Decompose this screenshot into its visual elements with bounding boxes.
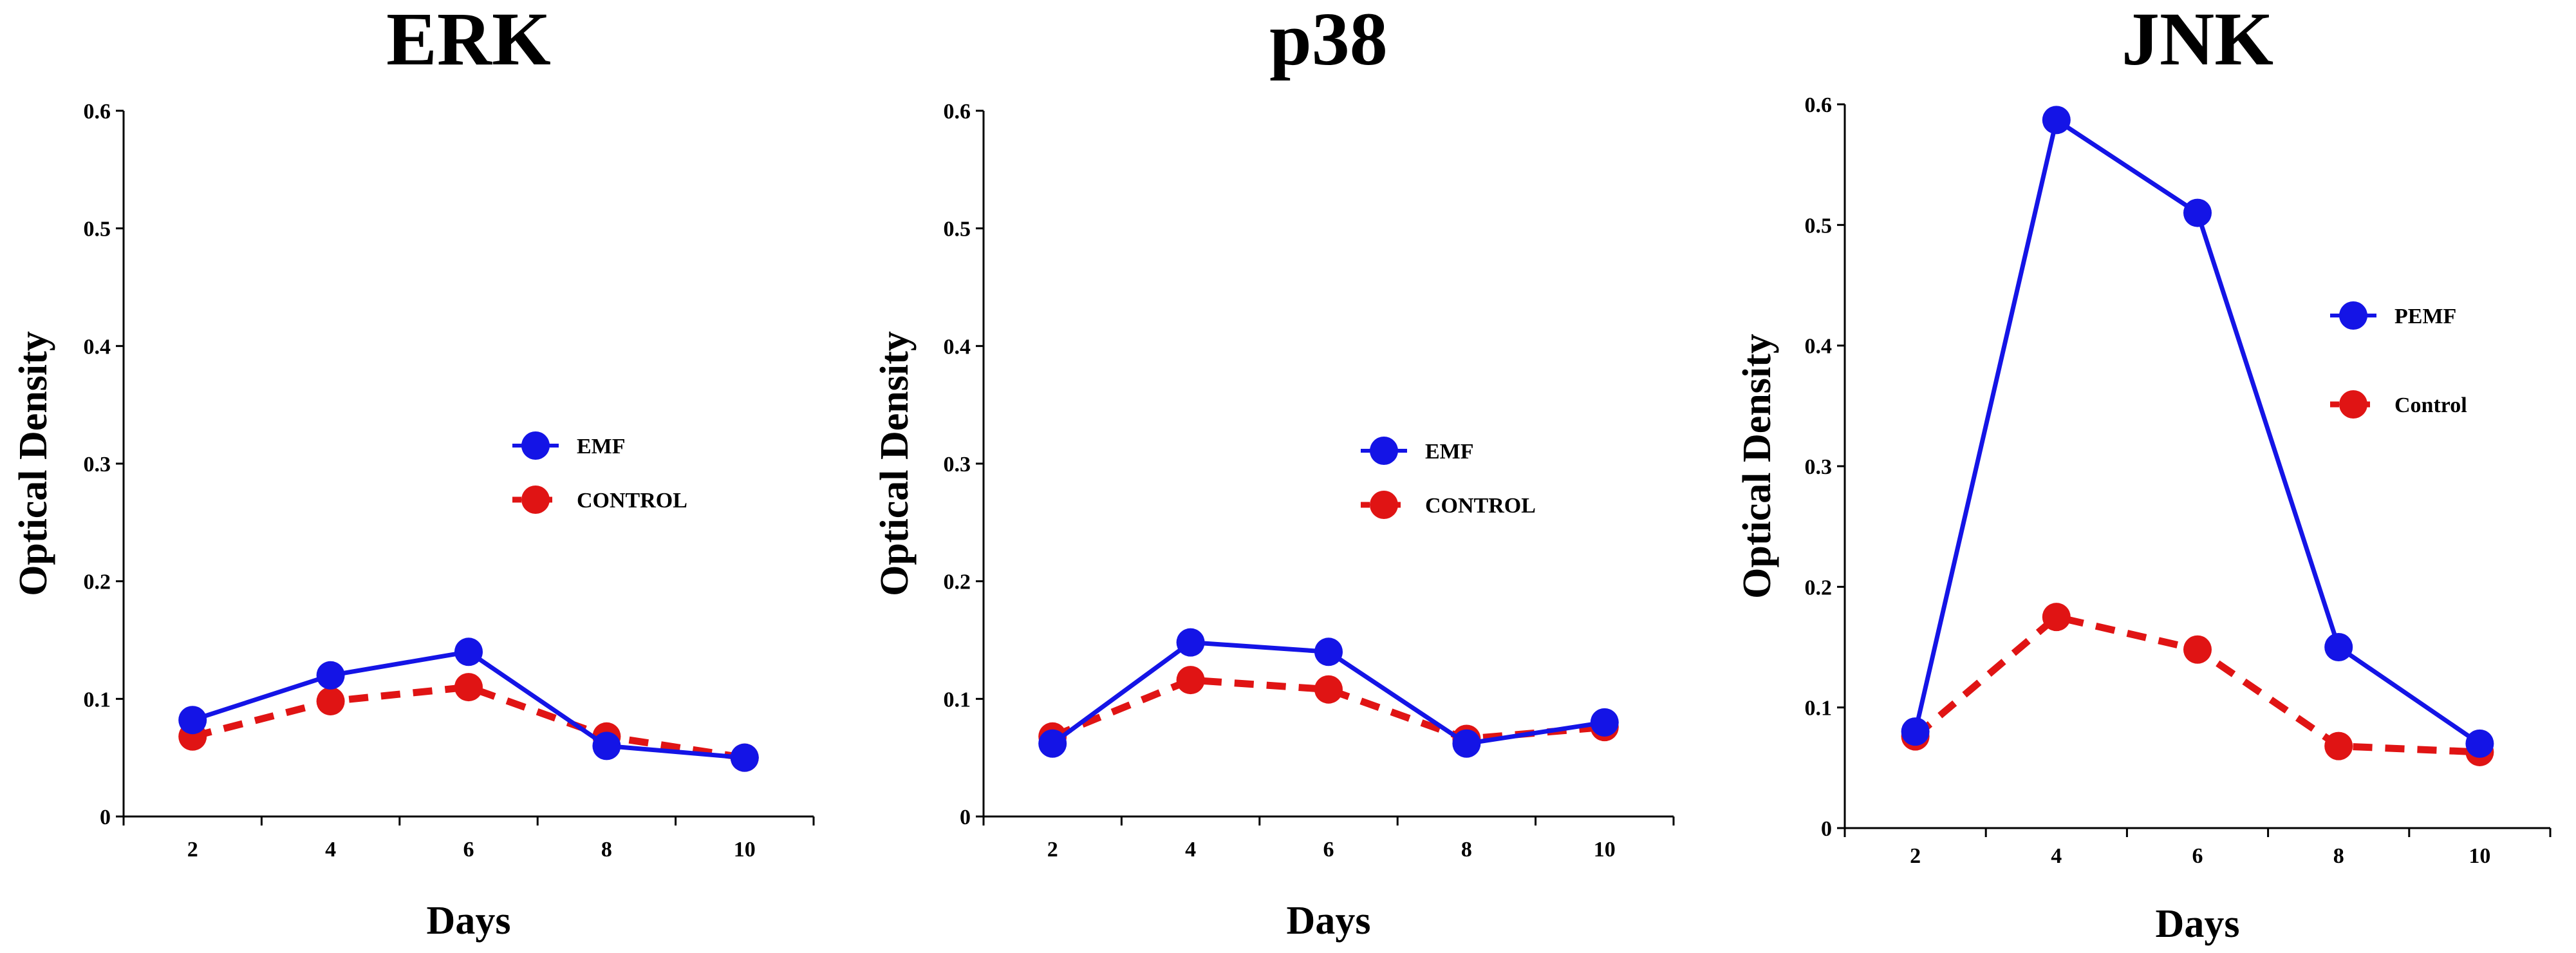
- y-tick-label: 0: [100, 806, 111, 829]
- y-tick-label: 0.5: [944, 218, 971, 241]
- x-tick-label: 2: [1047, 838, 1058, 862]
- legend: EMF CONTROL: [512, 431, 687, 514]
- legend-swatch-marker-control: [521, 486, 550, 514]
- data-point-control: [1314, 675, 1343, 704]
- y-tick-label: 0.5: [1805, 214, 1833, 238]
- y-tick-label: 0.2: [944, 571, 971, 594]
- legend-label-control: Control: [2394, 393, 2467, 417]
- y-tick-label: 0.6: [1805, 93, 1833, 117]
- y-tick-label: 0.1: [1805, 697, 1833, 721]
- y-tick-label: 0.3: [944, 453, 971, 476]
- x-tick-label: 10: [2469, 844, 2490, 868]
- x-tick-label: 6: [1323, 838, 1334, 862]
- x-tick-label: 6: [463, 838, 474, 862]
- legend-swatch-marker-emf: [1370, 437, 1398, 465]
- legend-label-pemf: PEMF: [2394, 305, 2456, 328]
- y-tick-label: 0.1: [944, 688, 971, 712]
- data-point-emf: [730, 743, 759, 772]
- chart-title: p38: [1269, 0, 1388, 81]
- x-axis-label: Days: [427, 899, 511, 943]
- y-tick-label: 0.3: [84, 453, 111, 476]
- data-point-control: [316, 686, 345, 715]
- data-point-emf: [1038, 729, 1067, 758]
- y-tick-label: 0.4: [944, 335, 971, 359]
- data-point-pemf: [2042, 106, 2071, 135]
- x-tick-label: 2: [187, 838, 198, 862]
- x-axis-label: Days: [2156, 902, 2240, 946]
- data-point-emf: [1176, 628, 1205, 657]
- y-axis-label: Optical Density: [873, 331, 917, 596]
- legend-swatch-marker-emf: [521, 431, 550, 460]
- y-tick-label: 0.6: [944, 100, 971, 124]
- y-tick-label: 0.4: [1805, 335, 1833, 359]
- data-point-pemf: [2183, 198, 2212, 227]
- legend-label-control: CONTROL: [1425, 494, 1536, 518]
- data-point-control: [1176, 666, 1205, 695]
- data-point-emf: [178, 706, 207, 735]
- x-axis-label: Days: [1287, 899, 1371, 943]
- data-point-emf: [1590, 708, 1619, 737]
- legend-swatch-marker-control: [2339, 390, 2367, 419]
- x-tick-label: 4: [325, 838, 336, 862]
- data-point-control: [2324, 731, 2353, 760]
- data-point-control: [2042, 603, 2071, 632]
- y-axis-label: Optical Density: [12, 331, 55, 596]
- chart-title: ERK: [386, 0, 551, 81]
- legend-label-control: CONTROL: [577, 489, 687, 513]
- x-tick-label: 8: [1461, 838, 1472, 862]
- legend-label-emf: EMF: [1425, 440, 1474, 464]
- data-point-control: [2183, 635, 2212, 664]
- chart-panel-jnk: JNK 0 0.1 0.2 0.3 0.4 0.5 0.6 2 4 6 8 10 Days Optical …: [1735, 0, 2552, 946]
- x-tick-label: 8: [2333, 844, 2344, 868]
- chart-panel-erk: ERK 0 0.1 0.2 0.3 0.4 0.5 0.6 2 4 6 8 10 Days Optical …: [12, 0, 815, 943]
- legend: PEMF Control: [2330, 301, 2467, 419]
- x-tick-label: 10: [1594, 838, 1616, 862]
- data-point-emf: [1452, 729, 1481, 758]
- x-tick-label: 10: [734, 838, 756, 862]
- x-tick-label: 2: [1910, 844, 1921, 868]
- data-point-emf: [1314, 637, 1343, 666]
- y-tick-label: 0.2: [1805, 576, 1833, 599]
- chart-panel-p38: p38 0 0.1 0.2 0.3 0.4 0.5 0.6 2 4 6 8 10 Days Optical …: [873, 0, 1675, 943]
- data-point-pemf: [2465, 729, 2494, 758]
- x-tick-label: 8: [601, 838, 612, 862]
- data-point-control: [454, 673, 483, 702]
- data-point-pemf: [2324, 633, 2353, 661]
- series-line-control: [1051, 676, 1605, 742]
- y-tick-label: 0.2: [84, 571, 111, 594]
- y-tick-label: 0.3: [1805, 455, 1833, 479]
- data-point-emf: [454, 637, 483, 666]
- legend: EMF CONTROL: [1361, 437, 1536, 519]
- x-tick-label: 4: [2051, 844, 2062, 868]
- y-tick-label: 0.4: [84, 335, 111, 359]
- y-tick-label: 0: [960, 806, 971, 829]
- y-tick-label: 0: [1821, 817, 1832, 841]
- y-tick-label: 0.6: [84, 100, 111, 124]
- data-point-pemf: [1901, 717, 1930, 746]
- x-tick-label: 6: [2192, 844, 2203, 868]
- legend-swatch-marker-control: [1370, 491, 1398, 519]
- legend-label-emf: EMF: [577, 435, 626, 458]
- legend-swatch-marker-pemf: [2339, 301, 2367, 330]
- y-tick-label: 0.1: [84, 688, 111, 712]
- y-tick-label: 0.5: [84, 218, 111, 241]
- y-axis-label: Optical Density: [1735, 334, 1779, 599]
- chart-title: JNK: [2122, 0, 2273, 81]
- x-tick-label: 4: [1185, 838, 1196, 862]
- data-point-emf: [592, 731, 621, 760]
- data-point-emf: [316, 661, 345, 690]
